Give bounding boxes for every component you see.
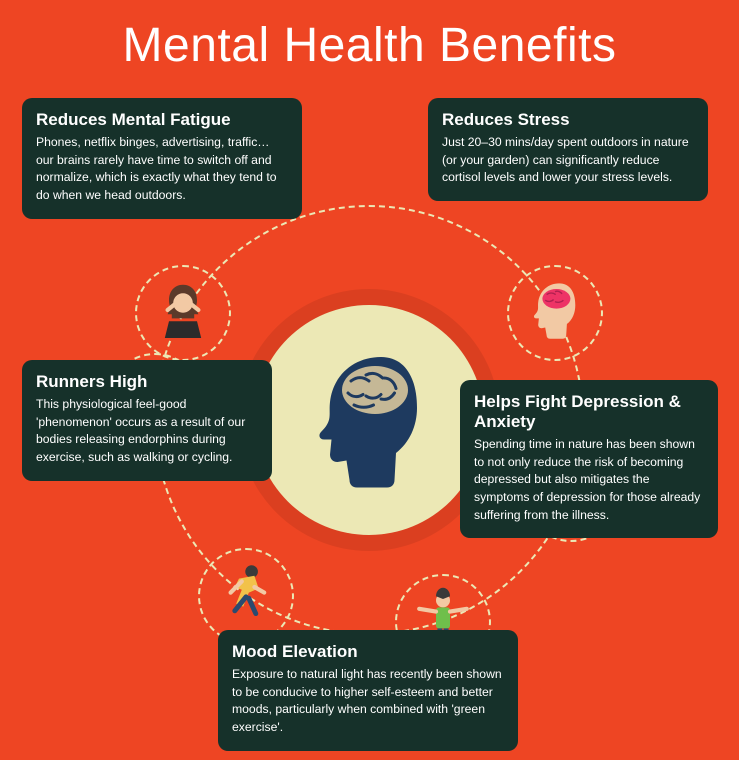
- person-running-icon: [211, 559, 281, 634]
- card-fatigue-body: Phones, netflix binges, advertising, tra…: [36, 134, 288, 205]
- satellite-stress: [507, 265, 603, 361]
- center-circle: [254, 305, 484, 535]
- card-fatigue: Reduces Mental Fatigue Phones, netflix b…: [22, 98, 302, 219]
- card-mood-title: Mood Elevation: [232, 642, 504, 662]
- card-mood-body: Exposure to natural light has recently b…: [232, 666, 504, 737]
- card-high-title: Runners High: [36, 372, 258, 392]
- head-brain-profile-icon: [520, 275, 590, 350]
- page-title: Mental Health Benefits: [0, 0, 739, 73]
- card-anxiety-body: Spending time in nature has been shown t…: [474, 436, 704, 524]
- card-stress: Reduces Stress Just 20–30 mins/day spent…: [428, 98, 708, 201]
- card-anxiety-title: Helps Fight Depression & Anxiety: [474, 392, 704, 432]
- card-stress-title: Reduces Stress: [442, 110, 694, 130]
- woman-headache-icon: [148, 275, 218, 350]
- satellite-fatigue: [135, 265, 231, 361]
- card-mood: Mood Elevation Exposure to natural light…: [218, 630, 518, 751]
- card-stress-body: Just 20–30 mins/day spent outdoors in na…: [442, 134, 694, 187]
- card-fatigue-title: Reduces Mental Fatigue: [36, 110, 288, 130]
- card-high: Runners High This physiological feel-goo…: [22, 360, 272, 481]
- card-anxiety: Helps Fight Depression & Anxiety Spendin…: [460, 380, 718, 538]
- card-high-body: This physiological feel-good 'phenomenon…: [36, 396, 258, 467]
- brain-head-icon: [294, 345, 444, 495]
